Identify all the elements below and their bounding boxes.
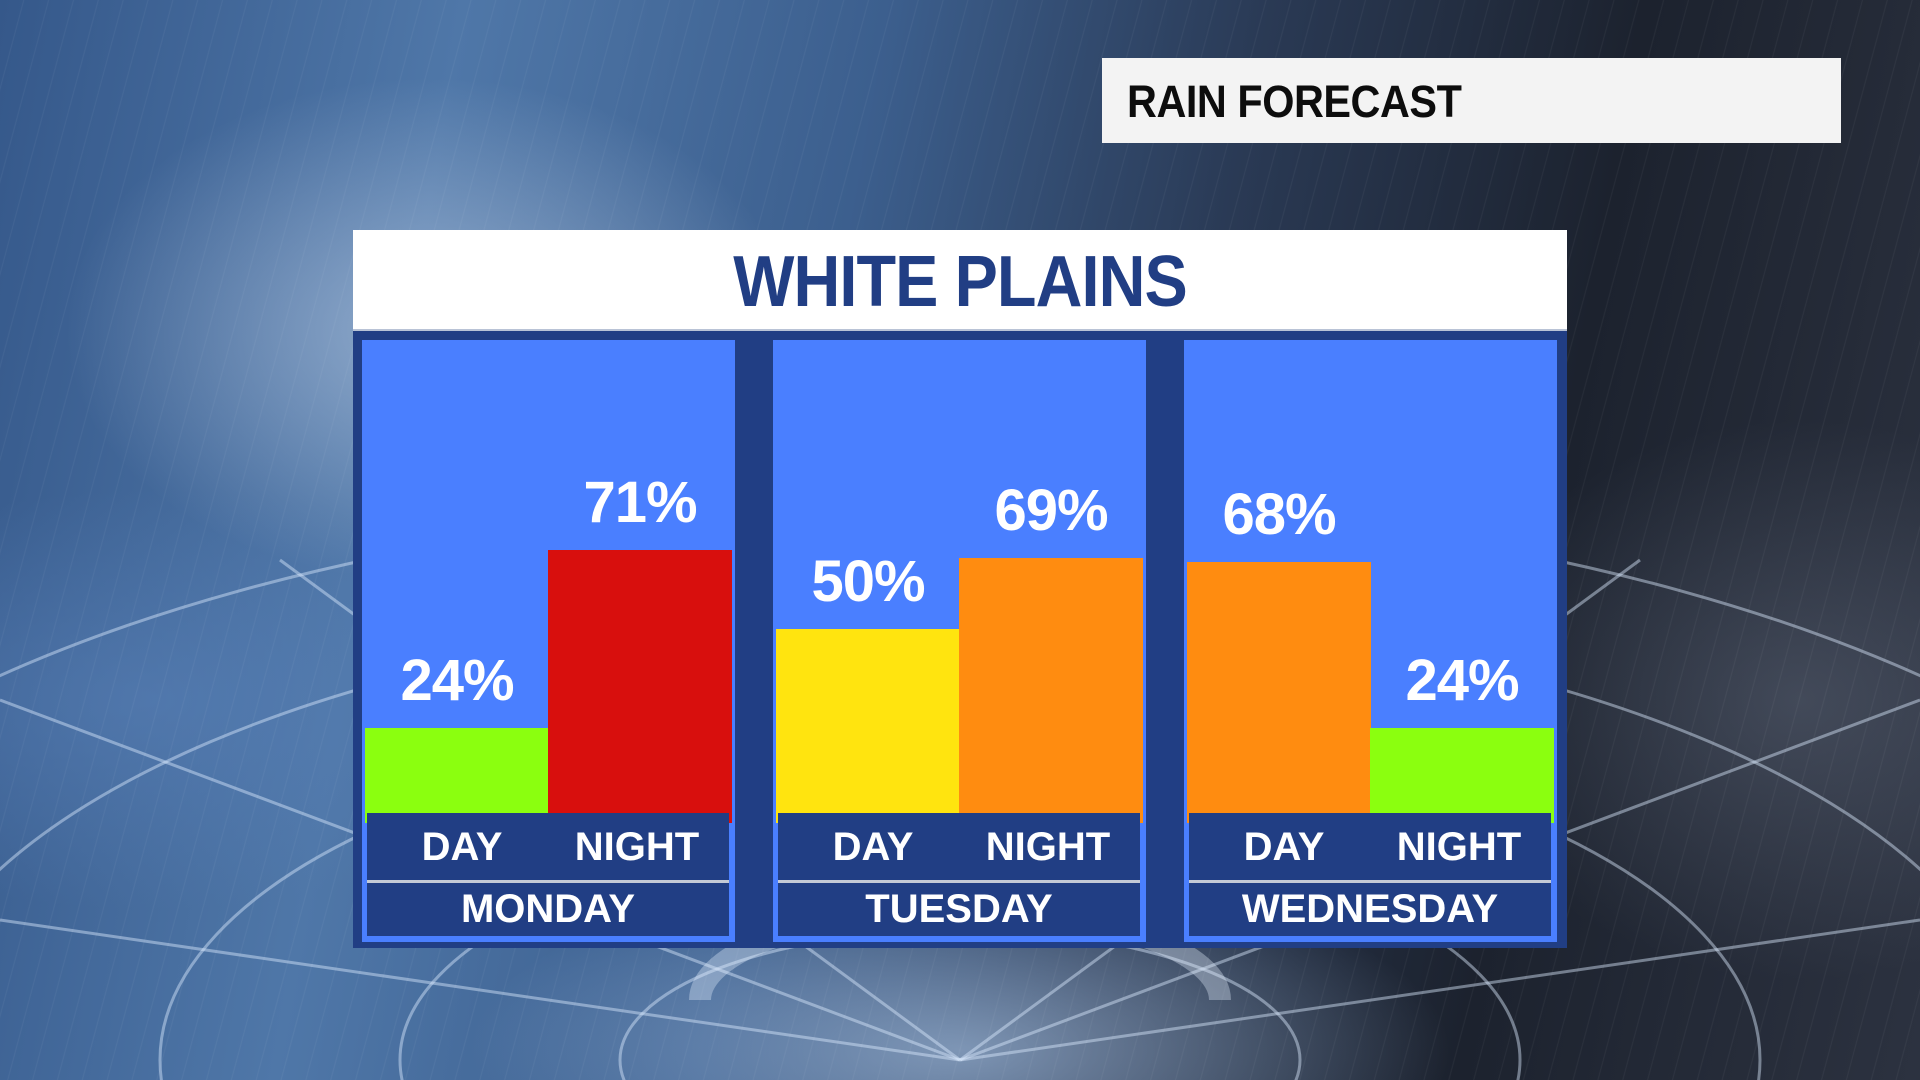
- header-title: RAIN FORECAST: [1127, 76, 1462, 127]
- night-bar: [548, 550, 732, 823]
- period-row: DAY NIGHT: [1189, 813, 1551, 883]
- forecast-panel: WHITE PLAINS 24% 71% DAY NIGHT MONDAY 50…: [353, 230, 1567, 948]
- bar-labels: DAY NIGHT WEDNESDAY: [1189, 813, 1551, 936]
- period-row: DAY NIGHT: [367, 813, 729, 883]
- day-percent: 68%: [1222, 482, 1336, 547]
- day-column-monday: 24% 71% DAY NIGHT MONDAY: [362, 340, 735, 942]
- day-bar: [365, 728, 549, 823]
- day-label: DAY: [1243, 825, 1325, 869]
- night-label: NIGHT: [985, 825, 1111, 869]
- night-percent: 24%: [1405, 648, 1519, 713]
- night-percent: 69%: [994, 478, 1108, 543]
- day-percent: 24%: [400, 648, 514, 713]
- bar-labels: DAY NIGHT TUESDAY: [778, 813, 1140, 936]
- night-percent: 71%: [583, 470, 697, 535]
- day-name: MONDAY: [460, 887, 636, 931]
- night-bar: [1370, 728, 1554, 823]
- day-name: WEDNESDAY: [1241, 887, 1499, 931]
- day-percent: 50%: [811, 549, 925, 614]
- location-title-bar: WHITE PLAINS: [353, 230, 1567, 331]
- day-label: DAY: [421, 825, 503, 869]
- day-column-wednesday: 68% 24% DAY NIGHT WEDNESDAY: [1184, 340, 1557, 942]
- day-name: TUESDAY: [865, 887, 1053, 931]
- day-bar: [1187, 562, 1371, 823]
- night-label: NIGHT: [1396, 825, 1522, 869]
- day-bar: [776, 629, 960, 823]
- night-label: NIGHT: [574, 825, 700, 869]
- bar-labels: DAY NIGHT MONDAY: [367, 813, 729, 936]
- rain-forecast-header: RAIN FORECAST: [1102, 58, 1841, 143]
- night-bar: [959, 558, 1143, 823]
- day-column-tuesday: 50% 69% DAY NIGHT TUESDAY: [773, 340, 1146, 942]
- location-title: WHITE PLAINS: [733, 241, 1188, 322]
- day-label: DAY: [832, 825, 914, 869]
- period-row: DAY NIGHT: [778, 813, 1140, 883]
